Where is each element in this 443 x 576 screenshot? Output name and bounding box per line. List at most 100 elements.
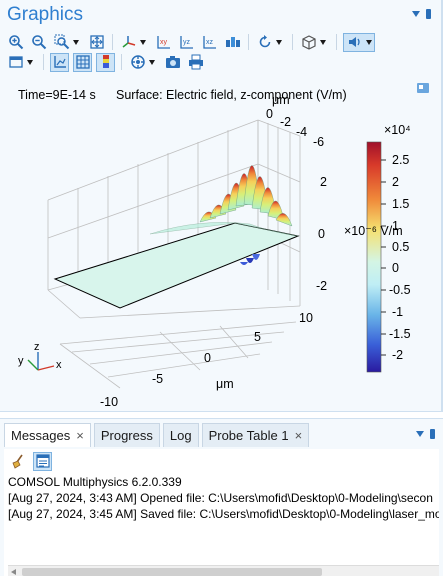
z-tick: -2 bbox=[316, 279, 327, 293]
top-tick: -4 bbox=[296, 125, 307, 139]
panel-menu-icon[interactable] bbox=[412, 11, 420, 17]
close-icon[interactable]: × bbox=[294, 428, 303, 443]
zoom-extents-icon bbox=[89, 35, 104, 49]
views-button[interactable] bbox=[6, 53, 25, 72]
xy-view-button[interactable]: xy bbox=[154, 33, 173, 52]
messages-panel: Messages × Progress Log Probe Table 1 × … bbox=[0, 418, 443, 576]
print-button[interactable] bbox=[186, 53, 205, 72]
select-scene-button[interactable] bbox=[299, 33, 318, 52]
top-tick: -6 bbox=[313, 135, 324, 149]
tab-messages[interactable]: Messages × bbox=[4, 423, 91, 447]
z-tick: 0 bbox=[318, 227, 325, 241]
colorbar-tick: 2 bbox=[392, 175, 399, 189]
yz-view-button[interactable]: yz bbox=[177, 33, 196, 52]
colorbar-tick: 0 bbox=[392, 261, 399, 275]
svg-text:yz: yz bbox=[183, 39, 191, 46]
tab-label: Log bbox=[169, 428, 192, 443]
time-label: Time=9E-14 s bbox=[18, 88, 96, 102]
zoom-out-button[interactable] bbox=[29, 33, 48, 52]
xz-view-icon: xz bbox=[202, 36, 216, 49]
panel-window-controls bbox=[412, 9, 431, 19]
graphics-toolbar-row-2 bbox=[6, 52, 209, 72]
messages-toolbar bbox=[4, 449, 439, 473]
xz-view-button[interactable]: xz bbox=[200, 33, 219, 52]
plot-area[interactable]: μm 0 -2 -4 -6 2 0 -2 10 5 0 -5 -10 μm ×1… bbox=[0, 96, 443, 412]
tab-log[interactable]: Log bbox=[162, 423, 199, 447]
bottom-tick: -10 bbox=[100, 395, 118, 409]
print-icon bbox=[188, 54, 203, 70]
axis-orientation-button[interactable] bbox=[119, 33, 138, 52]
colorbar-tick: 2.5 bbox=[392, 153, 409, 167]
colorbar-tick: 1.5 bbox=[392, 197, 409, 211]
speaker-button[interactable] bbox=[343, 32, 375, 52]
horizontal-scrollbar[interactable] bbox=[8, 565, 439, 576]
colorbar-tick: 1 bbox=[392, 219, 399, 233]
tab-label: Probe Table 1 bbox=[208, 428, 289, 443]
top-tick: 0 bbox=[266, 107, 273, 121]
colorbar-ticks bbox=[381, 159, 386, 356]
render-dropdown[interactable] bbox=[149, 59, 155, 65]
scene-light-button[interactable] bbox=[223, 33, 242, 52]
clear-icon bbox=[11, 454, 23, 469]
rotate-button[interactable] bbox=[255, 33, 274, 52]
colorbar-tick: -1.5 bbox=[389, 327, 411, 341]
rotate-dropdown[interactable] bbox=[276, 39, 282, 45]
scene-light-icon bbox=[225, 37, 240, 47]
tab-probe-table-1[interactable]: Probe Table 1 × bbox=[201, 423, 310, 447]
select-scene-dropdown[interactable] bbox=[320, 39, 326, 45]
views-icon bbox=[8, 56, 23, 68]
show-legends-button[interactable] bbox=[96, 52, 115, 72]
views-dropdown[interactable] bbox=[27, 59, 33, 65]
zoom-dropdown[interactable] bbox=[73, 39, 79, 45]
tab-progress[interactable]: Progress bbox=[93, 423, 160, 447]
axis-grid-icon bbox=[53, 56, 66, 68]
colorbar bbox=[366, 141, 382, 373]
toolbar-separator bbox=[248, 34, 249, 50]
render-button[interactable] bbox=[128, 53, 147, 72]
yz-view-icon: yz bbox=[179, 36, 193, 49]
speaker-icon bbox=[348, 37, 360, 47]
colorbar-exponent: ×10⁴ bbox=[384, 123, 411, 137]
tab-label: Messages bbox=[11, 428, 71, 443]
rotate-icon bbox=[259, 35, 270, 48]
scroll-left-icon[interactable] bbox=[11, 569, 16, 575]
camera-icon bbox=[165, 56, 180, 68]
show-grid-button[interactable] bbox=[73, 52, 92, 72]
zoom-box-button[interactable] bbox=[52, 33, 71, 52]
colorbar-tick: -2 bbox=[392, 348, 403, 362]
close-icon[interactable]: × bbox=[76, 428, 84, 443]
messages-tabs: Messages × Progress Log Probe Table 1 × bbox=[4, 423, 312, 447]
pin-icon[interactable] bbox=[430, 429, 435, 439]
triad-x-label: x bbox=[56, 359, 62, 371]
speaker-dropdown[interactable] bbox=[365, 39, 372, 45]
message-line: [Aug 27, 2024, 3:43 AM] Opened file: C:\… bbox=[8, 491, 433, 505]
show-axis-button[interactable] bbox=[50, 52, 69, 72]
messages-content: COMSOL Multiphysics 6.2.0.339 [Aug 27, 2… bbox=[4, 473, 439, 576]
panel-menu-icon[interactable] bbox=[416, 431, 424, 437]
wave-packet bbox=[149, 165, 299, 237]
plot-title: Surface: Electric field, z-component (V/… bbox=[116, 88, 347, 102]
right-tick: 5 bbox=[254, 330, 261, 344]
screenshot-button[interactable] bbox=[163, 53, 182, 72]
scrollbar-thumb[interactable] bbox=[22, 568, 322, 576]
zoom-in-button[interactable] bbox=[6, 33, 25, 52]
zoom-extents-button[interactable] bbox=[87, 33, 106, 52]
bottom-tick: 0 bbox=[204, 351, 211, 365]
colorbar-tick: -0.5 bbox=[389, 283, 411, 297]
xy-view-icon: xy bbox=[156, 36, 170, 49]
zoom-box-icon bbox=[54, 34, 69, 50]
pin-icon[interactable] bbox=[426, 9, 431, 19]
message-log-button[interactable] bbox=[33, 451, 52, 471]
negative-lobes bbox=[240, 254, 260, 265]
surface-plane bbox=[53, 222, 300, 309]
colorbar-overlay-label: ×10⁻⁶ V/m bbox=[344, 224, 403, 238]
clear-messages-button[interactable] bbox=[8, 452, 27, 471]
axis-orientation-dropdown[interactable] bbox=[140, 39, 146, 45]
toolbar-separator bbox=[112, 34, 113, 50]
axis-unit-bottom: μm bbox=[216, 377, 234, 391]
legend-settings-icon[interactable] bbox=[416, 82, 430, 94]
triad-z-label: z bbox=[34, 341, 40, 353]
colorbar-tick: 0.5 bbox=[392, 240, 409, 254]
svg-text:xz: xz bbox=[206, 39, 214, 46]
messages-panel-controls bbox=[416, 429, 435, 439]
